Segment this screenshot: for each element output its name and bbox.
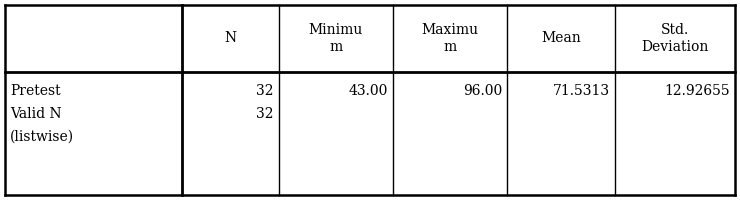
Text: 12.92655: 12.92655 <box>665 84 730 98</box>
Text: 43.00: 43.00 <box>349 84 388 98</box>
Text: 32: 32 <box>256 84 274 98</box>
Text: Minimu
m: Minimu m <box>309 23 363 54</box>
Text: (listwise): (listwise) <box>10 130 74 144</box>
Text: Pretest: Pretest <box>10 84 61 98</box>
Text: Valid N: Valid N <box>10 107 61 121</box>
Text: Mean: Mean <box>541 31 581 45</box>
Text: Std.
Deviation: Std. Deviation <box>642 23 709 54</box>
Text: 71.5313: 71.5313 <box>553 84 610 98</box>
Text: Maximu
m: Maximu m <box>421 23 478 54</box>
Text: N: N <box>224 31 236 45</box>
Text: 32: 32 <box>256 107 274 121</box>
Text: 96.00: 96.00 <box>462 84 502 98</box>
